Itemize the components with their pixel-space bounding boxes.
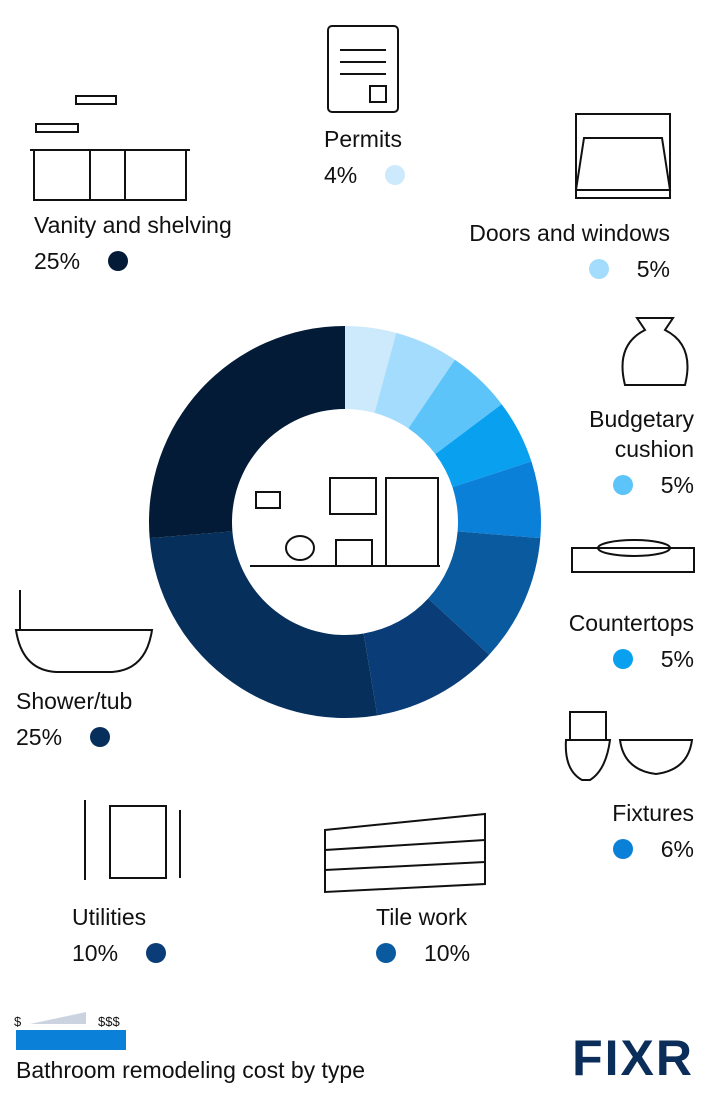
category-label: Doors and windows 5% bbox=[469, 218, 670, 284]
scale-bar bbox=[16, 1030, 126, 1050]
legend-dot bbox=[588, 259, 609, 279]
category-name: Budgetary cushion bbox=[589, 406, 694, 462]
value-label: 5% bbox=[660, 472, 694, 498]
value-label: 25% bbox=[16, 724, 63, 750]
value-row: 10% bbox=[376, 938, 470, 968]
value-label: 6% bbox=[660, 836, 694, 862]
category-label: Vanity and shelving 25% bbox=[34, 210, 232, 276]
value-row: 6% bbox=[612, 834, 694, 864]
donut-slice bbox=[435, 404, 532, 488]
value-label: 10% bbox=[424, 940, 471, 966]
category-label: Countertops 5% bbox=[569, 608, 694, 674]
scale-wedge bbox=[30, 1012, 86, 1024]
donut-slice bbox=[428, 531, 541, 655]
legend-dot bbox=[90, 727, 111, 747]
category-name: Vanity and shelving bbox=[34, 212, 232, 238]
logo: FIXR bbox=[572, 1030, 694, 1086]
donut-slice bbox=[408, 359, 502, 455]
category-name: Shower/tub bbox=[16, 688, 133, 714]
donut-slice bbox=[363, 598, 490, 716]
category-name: Utilities bbox=[72, 904, 147, 930]
category-label: Utilities 10% bbox=[72, 902, 167, 968]
donut-slice bbox=[149, 326, 345, 539]
value-row: 5% bbox=[544, 470, 694, 500]
category-name: Permits bbox=[324, 126, 402, 152]
category-label: Budgetary cushion 5% bbox=[544, 404, 694, 500]
legend-dot bbox=[612, 839, 633, 859]
category-label: Tile work 10% bbox=[376, 902, 470, 968]
scale-high: $$$ bbox=[98, 1014, 120, 1029]
value-label: 10% bbox=[72, 940, 119, 966]
category-label: Fixtures 6% bbox=[612, 798, 694, 864]
value-row: 25% bbox=[16, 722, 132, 752]
donut-slice bbox=[452, 461, 541, 539]
value-row: 5% bbox=[569, 644, 694, 674]
legend-dot bbox=[612, 649, 633, 669]
caption: Bathroom remodeling cost by type bbox=[16, 1057, 366, 1083]
legend-dot bbox=[385, 165, 406, 185]
scale-low: $ bbox=[14, 1014, 22, 1029]
legend-dot bbox=[146, 943, 167, 963]
value-row: 5% bbox=[469, 254, 670, 284]
category-name: Tile work bbox=[376, 904, 468, 930]
value-label: 5% bbox=[660, 646, 694, 672]
category-label: Permits 4% bbox=[324, 124, 406, 190]
category-name: Countertops bbox=[568, 610, 694, 636]
category-name: Fixtures bbox=[612, 800, 694, 826]
donut-slice bbox=[149, 531, 378, 718]
category-name: Doors and windows bbox=[469, 220, 670, 246]
center-icon bbox=[250, 477, 440, 567]
donut-slice bbox=[345, 326, 397, 413]
icons bbox=[14, 25, 695, 894]
legend-dot bbox=[376, 943, 396, 963]
donut-slice bbox=[374, 332, 455, 429]
legend-dot bbox=[108, 251, 129, 271]
value-label: 5% bbox=[636, 256, 670, 282]
value-label: 4% bbox=[324, 162, 358, 188]
category-label: Shower/tub 25% bbox=[16, 686, 132, 752]
value-label: 25% bbox=[34, 248, 81, 274]
value-row: 10% bbox=[72, 938, 167, 968]
value-row: 4% bbox=[324, 160, 406, 190]
legend-dot bbox=[612, 475, 633, 495]
value-row: 25% bbox=[34, 246, 232, 276]
